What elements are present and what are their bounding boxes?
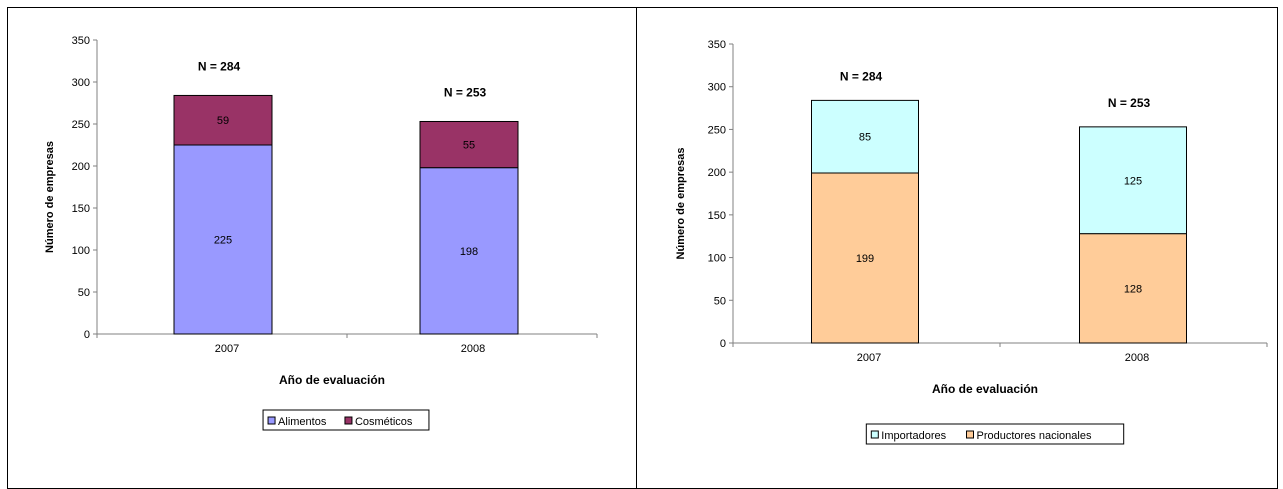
y-tick-label: 50 xyxy=(78,287,90,299)
total-label: N = 284 xyxy=(198,59,241,73)
legend-swatch xyxy=(870,430,879,439)
chart-empresas-por-sector: 0 50 100 150 200 250 300 350 225 59 N = 284 2007 198… xyxy=(44,35,598,431)
chart-empresas-por-tipo: 0 50 100 150 200 250 300 350 199 85 N = 284 2007 128… xyxy=(675,39,1268,445)
y-axis-title: Número de empresas xyxy=(44,141,56,253)
data-label: 198 xyxy=(460,246,478,258)
x-tick-label: 2008 xyxy=(461,343,485,355)
y-tick-label: 50 xyxy=(714,295,726,307)
y-tick-label: 0 xyxy=(84,329,90,341)
legend-label: Importadores xyxy=(881,430,946,442)
bar-segment xyxy=(1079,233,1187,344)
bar-segment xyxy=(811,172,919,344)
legend-label: Alimentos xyxy=(278,416,327,428)
y-tick-label: 150 xyxy=(708,210,726,222)
y-tick-label: 350 xyxy=(708,39,726,51)
data-label: 199 xyxy=(856,253,874,265)
x-tick-label: 2007 xyxy=(857,352,881,364)
data-label: 55 xyxy=(463,140,475,152)
total-label: N = 253 xyxy=(1108,96,1151,110)
y-axis-title: Número de empresas xyxy=(675,148,687,260)
data-label: 85 xyxy=(859,132,871,144)
legend-label: Productores nacionales xyxy=(977,430,1092,442)
y-tick-label: 350 xyxy=(72,35,90,47)
total-label: N = 284 xyxy=(840,69,883,83)
x-tick-label: 2008 xyxy=(1125,352,1149,364)
legend-swatch xyxy=(267,416,276,425)
y-tick-label: 100 xyxy=(72,245,90,257)
y-tick-label: 300 xyxy=(708,82,726,94)
data-label: 128 xyxy=(1124,283,1142,295)
y-tick-label: 0 xyxy=(720,338,726,350)
y-tick-label: 150 xyxy=(72,203,90,215)
bar-segment xyxy=(419,167,519,335)
legend-swatch xyxy=(966,430,974,439)
x-tick-label: 2007 xyxy=(215,343,239,355)
data-label: 225 xyxy=(214,235,232,247)
y-tick-label: 250 xyxy=(72,119,90,131)
total-label: N = 253 xyxy=(444,85,487,99)
y-tick-label: 200 xyxy=(708,167,726,179)
data-label: 125 xyxy=(1124,175,1142,187)
y-tick-label: 200 xyxy=(72,161,90,173)
bar-segment xyxy=(419,120,519,169)
x-axis-title: Año de evaluación xyxy=(279,373,385,387)
bar-segment xyxy=(811,99,919,174)
bar-segment xyxy=(173,144,273,335)
y-tick-label: 100 xyxy=(708,253,726,265)
data-label: 59 xyxy=(217,115,229,127)
bar-segment xyxy=(1079,126,1187,235)
y-tick-label: 300 xyxy=(72,77,90,89)
x-axis-title: Año de evaluación xyxy=(932,382,1038,396)
legend-swatch xyxy=(344,416,353,425)
y-tick-label: 250 xyxy=(708,124,726,136)
bar-segment xyxy=(173,94,273,146)
legend-box xyxy=(865,423,1125,445)
legend-label: Cosméticos xyxy=(355,416,413,428)
